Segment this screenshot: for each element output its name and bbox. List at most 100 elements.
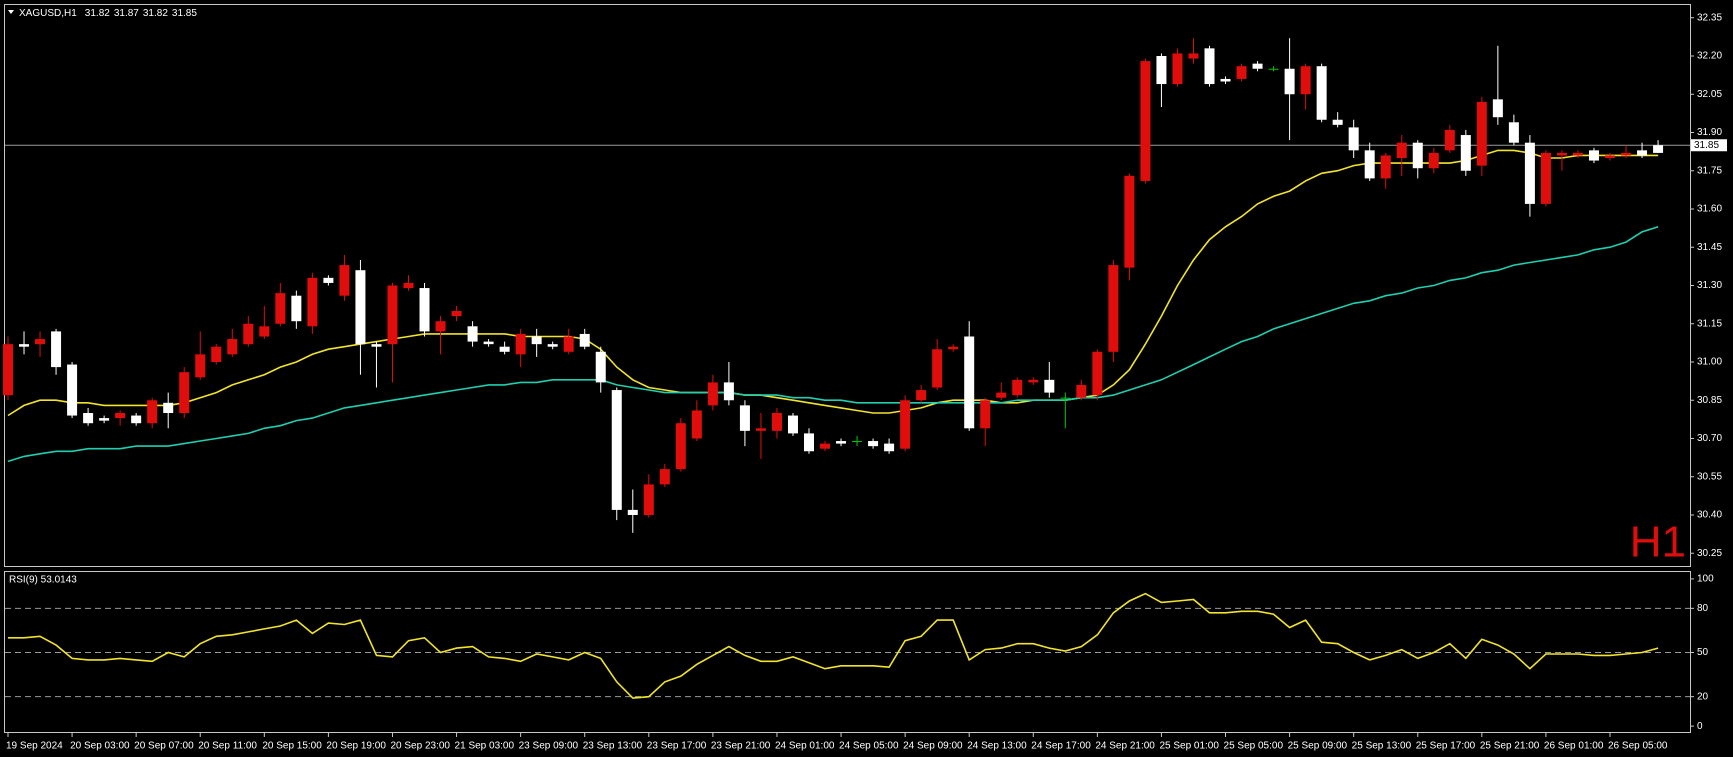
y-tick-label: 30.55 bbox=[1697, 471, 1722, 482]
candle-body bbox=[1460, 135, 1471, 171]
x-tick-label: 24 Sep 17:00 bbox=[1031, 741, 1091, 752]
y-tick-label: 100 bbox=[1697, 574, 1714, 585]
candle-body bbox=[723, 382, 734, 401]
x-tick-label: 24 Sep 01:00 bbox=[775, 741, 835, 752]
candle-body bbox=[691, 410, 702, 439]
candle-body bbox=[1364, 150, 1375, 179]
candle-body bbox=[163, 402, 174, 413]
candle-body bbox=[755, 428, 766, 431]
quote-close: 31.85 bbox=[172, 8, 197, 19]
candle-body bbox=[1637, 150, 1648, 156]
x-tick-label: 19 Sep 2024 bbox=[6, 741, 63, 752]
candle-body bbox=[916, 390, 927, 401]
candle-body bbox=[1060, 397, 1071, 399]
candle-body bbox=[1012, 379, 1023, 396]
y-tick-label: 31.75 bbox=[1697, 165, 1722, 176]
x-tick-label: 21 Sep 03:00 bbox=[455, 741, 515, 752]
candle-body bbox=[739, 405, 750, 431]
candle-body bbox=[515, 333, 526, 355]
candle-body bbox=[483, 341, 494, 345]
candle-body bbox=[1284, 68, 1295, 95]
candle-body bbox=[19, 344, 30, 347]
y-tick-label: 32.05 bbox=[1697, 89, 1722, 100]
candle-body bbox=[771, 413, 782, 431]
candle-body bbox=[1380, 155, 1391, 179]
x-tick-label: 20 Sep 03:00 bbox=[70, 741, 130, 752]
y-tick-label: 30.40 bbox=[1697, 510, 1722, 521]
candle-body bbox=[868, 441, 879, 447]
candle-body bbox=[451, 311, 462, 317]
candle-body bbox=[467, 326, 478, 342]
candle-body bbox=[627, 509, 638, 515]
candle-body bbox=[243, 323, 254, 345]
candle-body bbox=[1444, 129, 1455, 151]
x-tick-label: 25 Sep 09:00 bbox=[1288, 741, 1348, 752]
candle-body bbox=[1220, 78, 1231, 82]
moving-average bbox=[7, 226, 1659, 463]
candle-body bbox=[675, 423, 686, 470]
candle-body bbox=[1044, 379, 1055, 393]
candle-body bbox=[179, 372, 190, 413]
candle-body bbox=[115, 413, 126, 419]
candle-body bbox=[291, 295, 302, 322]
candle-body bbox=[1396, 142, 1407, 158]
candle-body bbox=[707, 382, 718, 406]
y-tick-label: 31.15 bbox=[1697, 318, 1722, 329]
main-panel bbox=[4, 4, 1691, 567]
current-price-label: 31.85 bbox=[1694, 140, 1719, 151]
x-tick-label: 20 Sep 19:00 bbox=[326, 741, 386, 752]
x-tick-label: 23 Sep 17:00 bbox=[647, 741, 707, 752]
y-tick-label: 80 bbox=[1697, 603, 1709, 614]
candle-body bbox=[996, 392, 1007, 398]
candle-body bbox=[611, 390, 622, 510]
y-tick-label: 31.90 bbox=[1697, 127, 1722, 138]
candle-body bbox=[1092, 351, 1103, 396]
quote-high: 31.87 bbox=[114, 8, 139, 19]
candle-body bbox=[804, 433, 814, 452]
rsi-title: RSI(9) 53.0143 bbox=[9, 575, 77, 586]
candle-body bbox=[147, 400, 158, 424]
x-tick-label: 25 Sep 21:00 bbox=[1480, 741, 1540, 752]
candle-body bbox=[1188, 53, 1199, 59]
candle-body bbox=[195, 354, 206, 378]
candle-body bbox=[1076, 384, 1087, 398]
x-tick-label: 20 Sep 23:00 bbox=[390, 741, 450, 752]
y-tick-label: 32.35 bbox=[1697, 12, 1722, 23]
symbol: XAGUSD,H1 bbox=[19, 8, 77, 19]
candle-body bbox=[547, 344, 558, 347]
candle-body bbox=[387, 285, 398, 345]
x-tick-label: 24 Sep 13:00 bbox=[967, 741, 1027, 752]
x-tick-label: 23 Sep 21:00 bbox=[711, 741, 771, 752]
candle-body bbox=[643, 484, 654, 515]
candle-body bbox=[1252, 63, 1263, 69]
candle-body bbox=[323, 277, 334, 283]
y-tick-label: 30.25 bbox=[1697, 548, 1722, 559]
candle-body bbox=[964, 336, 975, 429]
candle-body bbox=[83, 413, 94, 424]
candle-body bbox=[659, 469, 670, 485]
candle-body bbox=[371, 344, 382, 347]
candle-body bbox=[563, 336, 574, 352]
candle-body bbox=[852, 441, 863, 443]
x-tick-label: 26 Sep 05:00 bbox=[1608, 741, 1668, 752]
candle-body bbox=[1204, 48, 1215, 85]
menu-arrow[interactable] bbox=[8, 10, 14, 14]
quote-low: 31.82 bbox=[143, 8, 168, 19]
y-tick-label: 32.20 bbox=[1697, 51, 1722, 62]
rsi-line bbox=[8, 592, 1659, 699]
x-tick-label: 25 Sep 13:00 bbox=[1352, 741, 1412, 752]
candle-body bbox=[787, 415, 798, 434]
candle-body bbox=[1108, 265, 1119, 352]
candle-body bbox=[595, 351, 606, 383]
candle-body bbox=[1268, 68, 1279, 70]
candle-body bbox=[1653, 145, 1664, 153]
y-tick-label: 20 bbox=[1697, 691, 1709, 702]
candle-body bbox=[211, 346, 222, 362]
x-tick-label: 26 Sep 01:00 bbox=[1544, 741, 1604, 752]
candle-body bbox=[1621, 152, 1632, 156]
x-tick-label: 20 Sep 07:00 bbox=[134, 741, 194, 752]
candle-body bbox=[1300, 66, 1311, 95]
candle-body bbox=[1316, 66, 1327, 120]
x-tick-label: 23 Sep 13:00 bbox=[583, 741, 643, 752]
timeframe-label: H1 bbox=[1630, 518, 1686, 567]
